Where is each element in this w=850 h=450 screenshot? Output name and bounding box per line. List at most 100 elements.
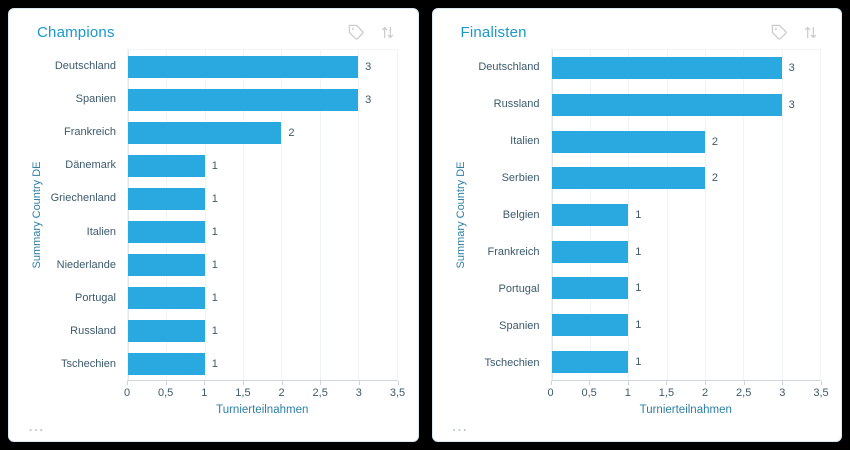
bar-row: 3 bbox=[128, 50, 397, 83]
x-axis-tick-label: 0,5 bbox=[157, 387, 174, 399]
y-axis-title-wrap: Summary Country DE bbox=[453, 49, 469, 381]
x-axis-tick-label: 2,5 bbox=[736, 387, 752, 399]
bar[interactable] bbox=[128, 253, 205, 276]
gridline bbox=[243, 50, 245, 380]
bar-value-label: 1 bbox=[635, 209, 642, 222]
x-axis-tick-label: 1 bbox=[624, 387, 631, 399]
x-axis-tick bbox=[705, 381, 707, 385]
bar[interactable] bbox=[128, 352, 205, 375]
bar-value-label: 1 bbox=[211, 159, 218, 172]
x-axis-tick bbox=[782, 381, 784, 385]
bar-row: 3 bbox=[128, 83, 397, 116]
bar-value-label: 1 bbox=[211, 192, 218, 205]
bar-value-label: 3 bbox=[788, 99, 795, 111]
x-axis-tick bbox=[127, 381, 128, 385]
x-axis-tick-label: 2 bbox=[702, 387, 709, 399]
bar-chart: Summary Country DE Deutschland Spanien Fra… bbox=[29, 49, 405, 419]
x-axis-tick bbox=[550, 381, 552, 385]
category-label: Spanien bbox=[499, 319, 540, 332]
gridline bbox=[628, 50, 630, 380]
tag-icon[interactable] bbox=[348, 24, 365, 41]
bar-value-label: 1 bbox=[211, 291, 218, 304]
bar[interactable] bbox=[128, 286, 205, 309]
bar[interactable] bbox=[551, 204, 629, 227]
chart-card-finalisten: Finalisten Summary Country DE Deutschlan… bbox=[431, 8, 842, 442]
bar-row: 1 bbox=[551, 270, 821, 307]
bar[interactable] bbox=[551, 240, 629, 263]
chart-card-champions: Champions Summary Country DE Deutschland… bbox=[8, 8, 419, 442]
bar[interactable] bbox=[128, 220, 205, 243]
bar-row: 2 bbox=[551, 123, 821, 160]
bar-value-label: 1 bbox=[635, 319, 642, 332]
bar[interactable] bbox=[551, 57, 782, 80]
bar[interactable] bbox=[128, 121, 282, 144]
category-label: Griechenland bbox=[50, 192, 116, 205]
bar-row: 1 bbox=[128, 215, 397, 248]
x-axis-tick-label: 2,5 bbox=[312, 387, 328, 399]
bar-value-label: 1 bbox=[211, 225, 218, 238]
bar-value-label: 1 bbox=[635, 282, 642, 295]
bar-row: 1 bbox=[128, 182, 397, 215]
card-footer: ... bbox=[29, 419, 398, 435]
bar[interactable] bbox=[551, 314, 629, 337]
gridline bbox=[704, 50, 706, 380]
bar[interactable] bbox=[128, 319, 205, 342]
category-label: Italien bbox=[510, 135, 540, 148]
plot-area: 3 3 2 2 1 1 1 1 1 bbox=[550, 49, 821, 381]
bar-value-label: 1 bbox=[211, 357, 218, 370]
x-axis-tick-label: 2 bbox=[278, 387, 285, 399]
gridline bbox=[319, 50, 321, 380]
sort-vertical-icon[interactable] bbox=[379, 24, 396, 41]
bar-value-label: 3 bbox=[365, 93, 372, 106]
category-label: Italien bbox=[86, 225, 116, 238]
bar-row: 1 bbox=[551, 233, 821, 270]
tag-icon[interactable] bbox=[771, 24, 788, 41]
x-axis-tick bbox=[397, 381, 399, 385]
x-axis: 0 0,5 1 1,5 2 2,5 3 3,5 bbox=[124, 381, 405, 401]
bar[interactable] bbox=[128, 55, 359, 78]
bar-row: 2 bbox=[551, 160, 821, 197]
category-label: Frankreich bbox=[64, 126, 116, 138]
gridline bbox=[743, 50, 745, 380]
gridline bbox=[281, 50, 283, 380]
gridline bbox=[358, 50, 360, 380]
category-axis: Deutschland Spanien Frankreich Dänemark Grie… bbox=[45, 49, 127, 381]
bar[interactable] bbox=[551, 277, 629, 300]
gridline bbox=[396, 50, 398, 380]
bar[interactable] bbox=[551, 350, 629, 373]
x-axis-tick bbox=[743, 381, 745, 385]
x-axis-tick bbox=[281, 381, 283, 385]
bar-row: 1 bbox=[551, 343, 821, 380]
more-options-button[interactable]: ... bbox=[29, 420, 46, 434]
category-label: Portugal bbox=[498, 282, 540, 295]
bar-chart: Summary Country DE Deutschland Russland It… bbox=[453, 49, 829, 419]
gridline bbox=[781, 50, 783, 380]
bar-row: 1 bbox=[128, 248, 397, 281]
category-label: Dänemark bbox=[65, 159, 116, 172]
bar[interactable] bbox=[551, 167, 705, 190]
gridline bbox=[128, 50, 129, 380]
x-axis-tick-label: 3 bbox=[355, 387, 362, 399]
x-axis-title: Turnierteilnahmen bbox=[216, 404, 309, 416]
category-label: Frankreich bbox=[487, 245, 540, 258]
bar[interactable] bbox=[128, 154, 205, 177]
card-title: Finalisten bbox=[460, 24, 527, 41]
more-options-button[interactable]: ... bbox=[452, 420, 469, 434]
bar-rows: 3 3 2 1 1 1 1 1 1 1 bbox=[128, 50, 397, 380]
bar[interactable] bbox=[551, 130, 705, 153]
bar[interactable] bbox=[551, 94, 782, 116]
plot-area: 3 3 2 1 1 1 1 1 1 1 bbox=[127, 49, 398, 381]
x-axis-tick bbox=[821, 381, 822, 385]
x-axis-tick bbox=[204, 381, 206, 385]
bar-row: 1 bbox=[551, 197, 821, 234]
bar-row: 2 bbox=[128, 116, 397, 149]
bar[interactable] bbox=[128, 187, 205, 210]
sort-vertical-icon[interactable] bbox=[802, 24, 819, 41]
card-actions bbox=[771, 24, 819, 41]
category-label: Spanien bbox=[75, 92, 116, 105]
bar[interactable] bbox=[128, 88, 359, 111]
bar-value-label: 3 bbox=[365, 60, 372, 73]
gridline bbox=[166, 50, 168, 380]
x-axis: 0 0,5 1 1,5 2 2,5 3 3,5 bbox=[547, 381, 829, 401]
x-axis-tick-label: 0 bbox=[547, 387, 554, 399]
